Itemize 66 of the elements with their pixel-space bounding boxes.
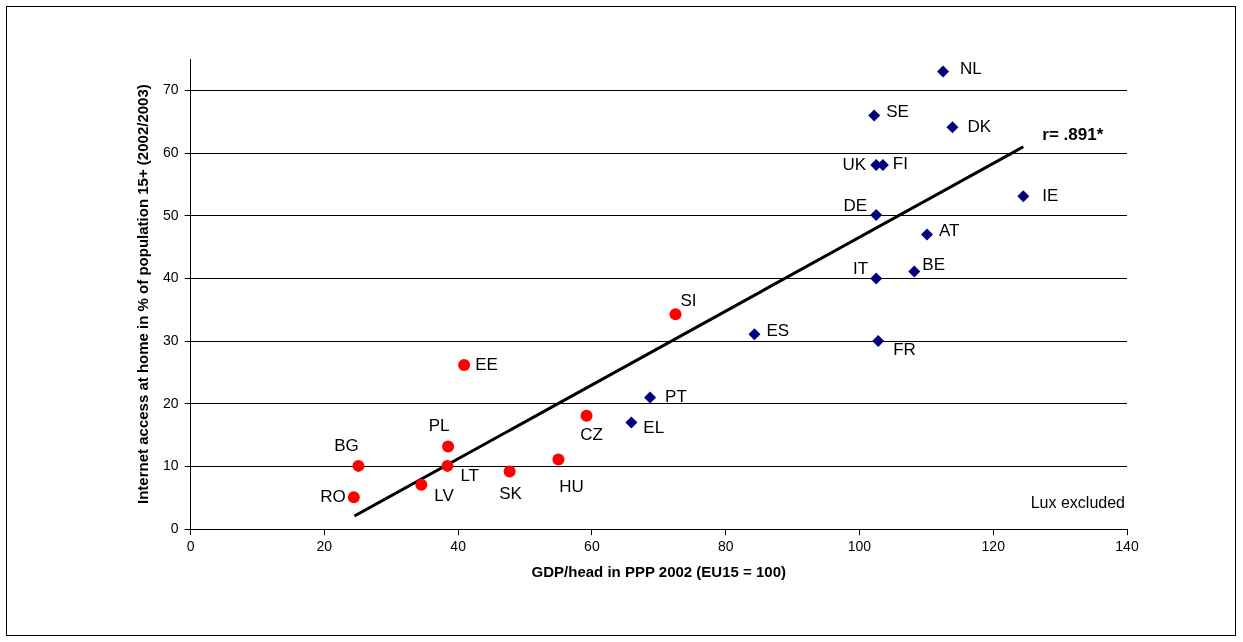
annotation: DK	[967, 117, 992, 137]
point	[1017, 190, 1030, 203]
y-tick-label: 60	[162, 143, 179, 160]
point	[669, 308, 682, 321]
point	[625, 416, 638, 429]
point	[644, 391, 657, 404]
x-tick-label: 20	[316, 538, 333, 555]
x-tick-label: 60	[584, 538, 600, 555]
point	[347, 491, 360, 504]
annotation: FI	[892, 153, 908, 173]
y-tick-label: 10	[162, 457, 179, 474]
point	[946, 121, 959, 134]
y-tick-label: 40	[162, 269, 179, 286]
annotation: BE	[922, 255, 945, 275]
y-tick-label: 0	[170, 520, 179, 537]
point	[868, 109, 881, 122]
point	[503, 465, 516, 478]
point	[352, 459, 365, 472]
y-tick-label: 30	[162, 331, 179, 348]
x-tick-label: 80	[717, 538, 734, 555]
point	[441, 459, 454, 472]
point	[870, 272, 883, 285]
annotation: UK	[842, 154, 867, 174]
annotation: BG	[334, 435, 359, 455]
annotation: PL	[428, 416, 450, 436]
annotation: SK	[499, 484, 523, 504]
point	[908, 265, 921, 278]
point	[921, 228, 934, 241]
annotation: PT	[665, 387, 687, 407]
y-tick-label: 50	[162, 206, 179, 223]
x-tick-label: 120	[981, 538, 1006, 555]
x-tick-label: 100	[847, 538, 872, 555]
point	[442, 440, 455, 453]
annotation: IT	[853, 259, 869, 279]
point	[552, 453, 565, 466]
annotation: AT	[939, 221, 960, 241]
point	[580, 409, 593, 422]
annotation: ES	[766, 320, 790, 340]
point	[415, 478, 428, 491]
y-tick-label: 20	[162, 394, 179, 411]
annotation: IE	[1042, 185, 1059, 205]
x-tick-label: 0	[186, 538, 195, 555]
annotation: LT	[460, 465, 479, 485]
annotation: LV	[434, 486, 455, 506]
annotation: r= .891*	[1042, 125, 1104, 145]
point	[870, 209, 883, 222]
annotation: HU	[559, 477, 584, 497]
annotation: EL	[643, 418, 665, 438]
annotation: DE	[843, 195, 868, 215]
point	[748, 328, 761, 341]
point	[458, 358, 471, 371]
annotation: FR	[893, 339, 916, 359]
x-tick-label: 140	[1115, 538, 1139, 555]
x-axis-title: GDP/head in PPP 2002 (EU15 = 100)	[531, 563, 786, 581]
annotation: RO	[320, 486, 346, 506]
point	[937, 65, 950, 78]
point	[872, 335, 885, 348]
annotation: NL	[960, 59, 982, 79]
y-axis-title: Internet access at home in % of population 15+ (2002/2003)	[134, 84, 152, 504]
y-tick-label: 70	[162, 81, 179, 98]
annotation: Lux excluded	[1030, 493, 1125, 511]
annotation: SI	[680, 290, 697, 310]
annotation: CZ	[580, 425, 603, 445]
x-tick-label: 40	[450, 538, 467, 555]
annotation: SE	[886, 102, 909, 122]
annotation: EE	[475, 354, 498, 374]
